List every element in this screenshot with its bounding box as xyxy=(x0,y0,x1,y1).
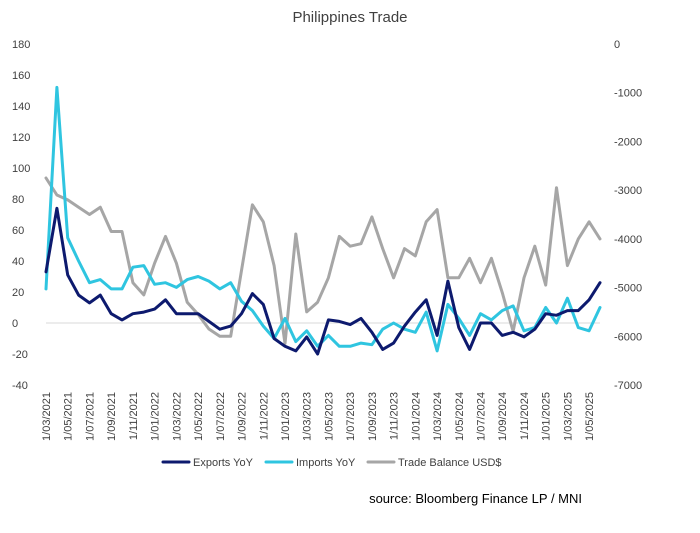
chart-title: Philippines Trade xyxy=(292,9,407,26)
left-tick-label: 100 xyxy=(12,163,30,175)
x-tick-label: 1/09/2022 xyxy=(237,392,249,441)
right-axis-ticks: 0 -1000 -2000 -3000 -4000 -5000 -6000 -7000 xyxy=(614,39,642,392)
x-tick-label: 1/11/2022 xyxy=(258,392,270,440)
x-tick-label: 1/07/2023 xyxy=(345,392,357,441)
x-tick-label: 1/05/2022 xyxy=(193,392,205,441)
x-tick-label: 1/01/2024 xyxy=(410,392,422,441)
left-tick-label: 140 xyxy=(12,101,30,113)
left-tick-label: 0 xyxy=(12,318,18,330)
series-line-trade-balance-usd xyxy=(44,176,602,346)
x-tick-label: 1/03/2023 xyxy=(302,392,314,441)
left-tick-label: 20 xyxy=(12,287,24,299)
left-tick-label: 60 xyxy=(12,225,24,237)
left-tick-label: 40 xyxy=(12,256,24,268)
left-tick-label: -40 xyxy=(12,380,28,392)
right-tick-label: -5000 xyxy=(614,283,642,295)
right-tick-label: -3000 xyxy=(614,185,642,197)
legend-label-imports-yoy: Imports YoY xyxy=(296,457,356,469)
series-line-exports-yoy xyxy=(44,206,602,356)
x-tick-label: 1/03/2024 xyxy=(432,392,444,441)
x-tick-label: 1/09/2023 xyxy=(367,392,379,441)
series-line-imports-yoy xyxy=(44,85,602,353)
right-tick-label: -1000 xyxy=(614,88,642,100)
x-tick-label: 1/01/2022 xyxy=(150,392,162,441)
right-tick-label: 0 xyxy=(614,39,620,51)
legend: Exports YoY Imports YoY Trade Balance USD$ xyxy=(161,457,502,469)
plot-area xyxy=(44,85,602,356)
x-tick-label: 1/05/2025 xyxy=(584,392,596,441)
left-tick-label: 80 xyxy=(12,194,24,206)
x-tick-label: 1/05/2024 xyxy=(454,392,466,441)
x-axis-ticks: 1/03/2021 1/05/2021 1/07/2021 1/09/2021 1/11… xyxy=(41,392,596,441)
legend-label-trade-balance-usd: Trade Balance USD$ xyxy=(398,457,502,469)
x-tick-label: 1/11/2021 xyxy=(128,392,140,440)
left-tick-label: 160 xyxy=(12,70,30,82)
x-tick-label: 1/11/2023 xyxy=(389,392,401,440)
x-tick-label: 1/09/2021 xyxy=(106,392,118,441)
right-tick-label: -2000 xyxy=(614,136,642,148)
x-tick-label: 1/07/2022 xyxy=(215,392,227,441)
left-axis-ticks: 180 160 140 120 100 80 60 40 20 0 -20 -40 xyxy=(12,39,30,392)
x-tick-label: 1/01/2025 xyxy=(541,392,553,441)
right-tick-label: -4000 xyxy=(614,234,642,246)
x-tick-label: 1/09/2024 xyxy=(497,392,509,441)
right-tick-label: -6000 xyxy=(614,331,642,343)
x-tick-label: 1/03/2022 xyxy=(171,392,183,441)
left-tick-label: 120 xyxy=(12,132,30,144)
source-note: source: Bloomberg Finance LP / MNI xyxy=(369,491,582,506)
x-tick-label: 1/11/2024 xyxy=(519,392,531,440)
left-tick-label: 180 xyxy=(12,39,30,51)
left-tick-label: -20 xyxy=(12,349,28,361)
x-tick-label: 1/05/2023 xyxy=(323,392,335,441)
x-tick-label: 1/03/2025 xyxy=(562,392,574,441)
x-tick-label: 1/07/2021 xyxy=(84,392,96,441)
right-tick-label: -7000 xyxy=(614,380,642,392)
x-tick-label: 1/03/2021 xyxy=(41,392,53,441)
x-tick-label: 1/01/2023 xyxy=(280,392,292,441)
x-tick-label: 1/05/2021 xyxy=(63,392,75,441)
x-tick-label: 1/07/2024 xyxy=(476,392,488,441)
legend-label-exports-yoy: Exports YoY xyxy=(193,457,254,469)
